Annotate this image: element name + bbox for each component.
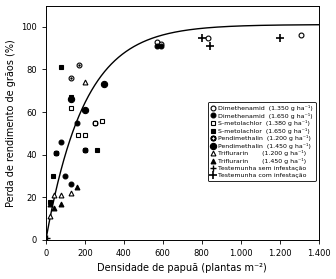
X-axis label: Densidade de papuã (plantas m⁻²): Densidade de papuã (plantas m⁻²) [97, 263, 267, 273]
Y-axis label: Perda de rendimento de grãos (%): Perda de rendimento de grãos (%) [6, 39, 15, 206]
Legend: Dimethenamid  (1.350 g ha⁻¹), Dimethenamid  (1.650 g ha⁻¹), S-metolachlor  (1.38: Dimethenamid (1.350 g ha⁻¹), Dimethenami… [208, 102, 316, 181]
